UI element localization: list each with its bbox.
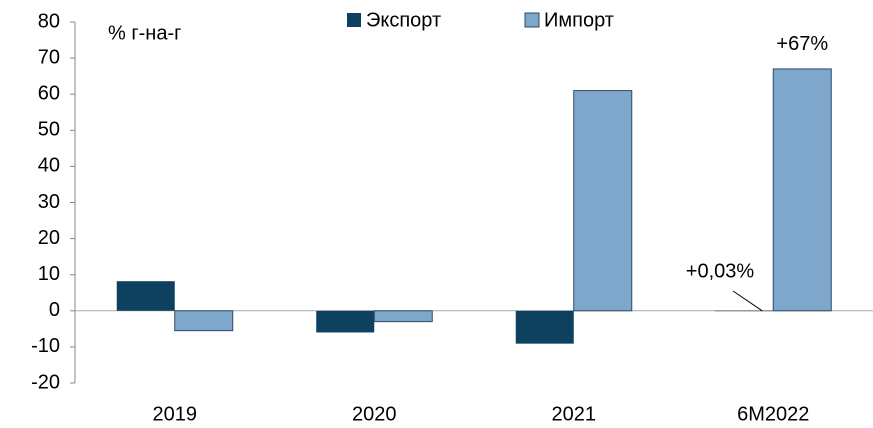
value-label: +0,03% xyxy=(686,260,755,282)
y-tick-label: 30 xyxy=(38,191,60,213)
legend-swatch xyxy=(347,13,361,27)
bar xyxy=(772,68,832,312)
legend-label: Импорт xyxy=(544,9,614,31)
bar xyxy=(515,310,574,344)
legend-swatch xyxy=(524,12,540,28)
y-tick-label: 20 xyxy=(38,227,60,249)
y-tick-label: 40 xyxy=(38,155,60,177)
y-tick-label: 70 xyxy=(38,46,60,68)
y-tick-label: -20 xyxy=(31,371,60,393)
y-tick-label: 60 xyxy=(38,82,60,104)
leader-line xyxy=(732,290,763,312)
x-tick-label: 2020 xyxy=(352,403,397,425)
bar xyxy=(174,310,234,332)
bar xyxy=(373,310,433,323)
bar xyxy=(573,90,633,312)
bar xyxy=(316,310,375,333)
x-tick-label: 2019 xyxy=(153,403,198,425)
y-tick-label: 0 xyxy=(49,299,60,321)
y-tick-label: 80 xyxy=(38,10,60,32)
x-tick-label: 2021 xyxy=(552,403,597,425)
y-tick-label: 50 xyxy=(38,119,60,141)
x-tick-label: 6M2022 xyxy=(737,403,809,425)
value-label: +67% xyxy=(776,33,828,55)
bar xyxy=(715,310,774,312)
bar xyxy=(116,281,175,311)
legend-label: Экспорт xyxy=(366,9,441,31)
chart-subtitle: % г-на-г xyxy=(108,22,181,44)
y-tick-label: -10 xyxy=(31,335,60,357)
y-tick-label: 10 xyxy=(38,263,60,285)
